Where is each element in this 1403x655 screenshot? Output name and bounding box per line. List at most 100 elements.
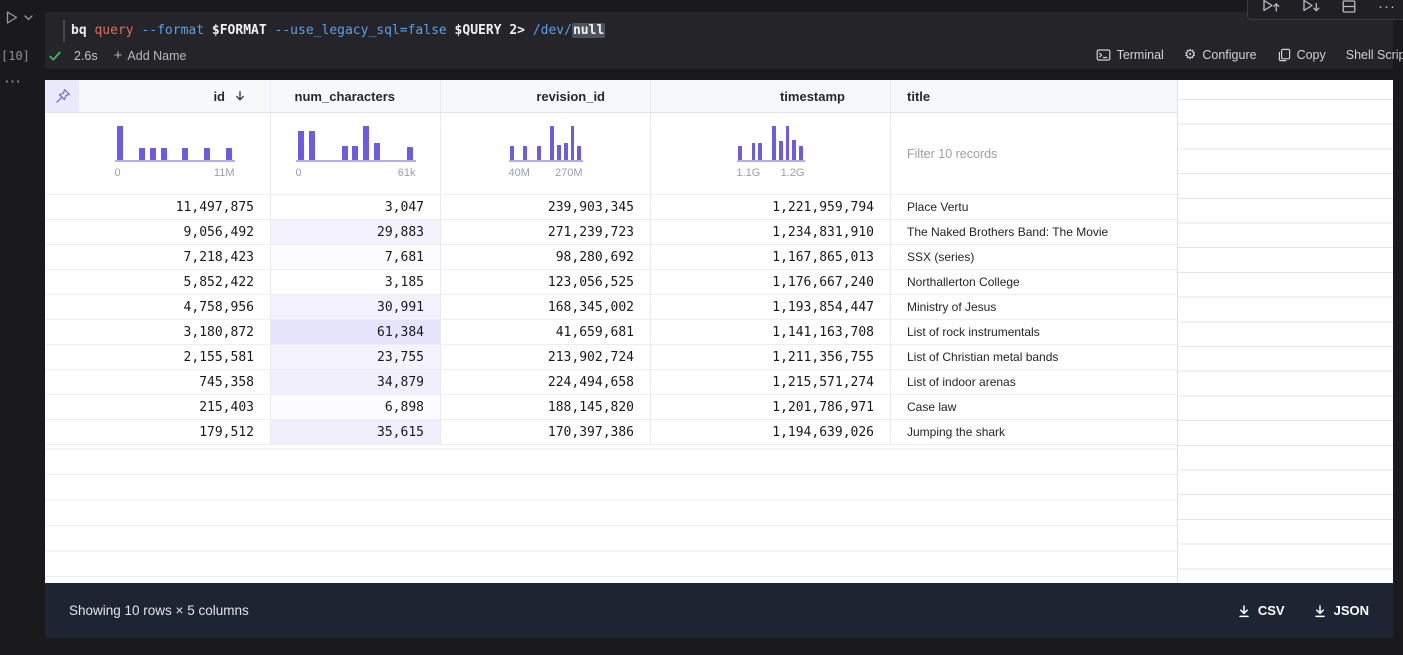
- cell-title: List of indoor arenas: [907, 375, 1016, 389]
- histogram-num_characters[interactable]: 0 61k: [295, 126, 416, 179]
- command-token: --use_legacy_sql=false: [274, 23, 455, 38]
- table-row[interactable]: 4,758,956 30,991 168,345,002 1,193,854,447 M…: [45, 295, 1177, 320]
- histogram-timestamp[interactable]: 1.1G 1.2G: [736, 126, 805, 179]
- hist-max-label: 11M: [213, 167, 235, 179]
- results-table: id num_characters revision_id timestamp titl…: [45, 80, 1393, 583]
- table-row[interactable]: 745,358 34,879 224,494,658 1,215,571,274 Lis…: [45, 370, 1177, 395]
- cell-num_characters: 34,879: [271, 370, 441, 394]
- command-line[interactable]: bq query --format $FORMAT --use_legacy_s…: [71, 20, 606, 42]
- column-header-title[interactable]: title: [891, 80, 1177, 112]
- cell-revision_id: 123,056,525: [441, 270, 651, 294]
- add-name-button[interactable]: + Add Name: [113, 47, 187, 64]
- column-header-revision_id[interactable]: revision_id: [441, 80, 651, 112]
- cell-title: The Naked Brothers Band: The Movie: [907, 225, 1109, 239]
- cell-toolbar: ···: [1247, 0, 1403, 20]
- cell-num_characters: 7,681: [271, 245, 441, 269]
- column-label: revision_id: [536, 88, 605, 104]
- cell-title: Jumping the shark: [907, 425, 1006, 439]
- cell-id: 4,758,956: [79, 295, 271, 319]
- histogram-revision_id[interactable]: 40M 270M: [508, 126, 583, 179]
- summary-cell-title: [891, 113, 1177, 194]
- cell-num_characters: 23,755: [271, 345, 441, 369]
- cell-revision_id: 213,902,724: [441, 345, 651, 369]
- column-header-num_characters[interactable]: num_characters: [271, 80, 441, 112]
- cell-id: 11,497,875: [79, 195, 271, 219]
- download-buttons: CSV JSON: [1237, 603, 1369, 618]
- summary-cell-revision_id: 40M 270M: [441, 113, 651, 194]
- cell-num_characters: 29,883: [271, 220, 441, 244]
- cell-id: 9,056,492: [79, 220, 271, 244]
- histogram-id[interactable]: 0 11M: [114, 126, 235, 179]
- row-count-summary: Showing 10 rows × 5 columns: [69, 603, 249, 618]
- configure-button[interactable]: ⚙ Configure: [1183, 46, 1257, 62]
- cell-timestamp: 1,167,865,013: [651, 245, 891, 269]
- table-row[interactable]: 3,180,872 61,384 41,659,681 1,141,163,708 Li…: [45, 320, 1177, 345]
- summary-cell-timestamp: 1.1G 1.2G: [651, 113, 891, 194]
- hist-max-label: 1.2G: [780, 167, 805, 179]
- table-row[interactable]: 179,512 35,615 170,397,386 1,194,639,026 Jum…: [45, 420, 1177, 445]
- command-token: --format: [141, 23, 212, 38]
- cell-revision_id: 98,280,692: [441, 245, 651, 269]
- cell-title: List of rock instrumentals: [907, 325, 1040, 339]
- cell-timestamp: 1,194,639,026: [651, 420, 891, 444]
- terminal-button[interactable]: Terminal: [1096, 48, 1164, 62]
- summary-cell-num_characters: 0 61k: [271, 113, 441, 194]
- command-token: $FORMAT: [211, 23, 275, 38]
- shell-script-button[interactable]: Shell Script: [1345, 47, 1403, 62]
- cell-num_characters: 35,615: [271, 420, 441, 444]
- command-token: bq: [71, 23, 95, 38]
- title-filter-input[interactable]: [907, 146, 1137, 161]
- pin-cell: [45, 370, 79, 394]
- cell-num_characters: 6,898: [271, 395, 441, 419]
- table-row[interactable]: 215,403 6,898 188,145,820 1,201,786,971 Case…: [45, 395, 1177, 420]
- download-icon: [1313, 604, 1327, 618]
- download-csv-button[interactable]: CSV: [1237, 603, 1285, 618]
- cell-title: Ministry of Jesus: [907, 300, 997, 314]
- cell-num_characters: 3,047: [271, 195, 441, 219]
- column-label: title: [907, 88, 931, 104]
- cell-id: 179,512: [79, 420, 271, 444]
- table-row[interactable]: 5,852,422 3,185 123,056,525 1,176,667,240 No…: [45, 270, 1177, 295]
- pin-cell: [45, 320, 79, 344]
- table-row[interactable]: 11,497,875 3,047 239,903,345 1,221,959,794 P…: [45, 195, 1177, 220]
- cell-id: 2,155,581: [79, 345, 271, 369]
- summary-cell-id: 0 11M: [79, 113, 271, 194]
- table-body: 11,497,875 3,047 239,903,345 1,221,959,794 P…: [45, 195, 1393, 445]
- pin-cell: [45, 270, 79, 294]
- cell-id: 5,852,422: [79, 270, 271, 294]
- cell-title: Northallerton College: [907, 275, 1020, 289]
- more-icon[interactable]: ···: [1378, 0, 1396, 15]
- copy-button[interactable]: Copy: [1277, 48, 1326, 62]
- more-icon[interactable]: ⋯: [4, 72, 22, 91]
- command-token: query: [94, 23, 142, 38]
- download-json-button[interactable]: JSON: [1313, 603, 1369, 618]
- cell-revision_id: 168,345,002: [441, 295, 651, 319]
- split-cell-icon[interactable]: [1341, 0, 1357, 14]
- pin-cell: [45, 345, 79, 369]
- table-row[interactable]: 7,218,423 7,681 98,280,692 1,167,865,013 SSX…: [45, 245, 1177, 270]
- pin-cell: [45, 295, 79, 319]
- table-summary-row: 0 11M 0 61k 40M 270M 1.1G 1.2G: [45, 113, 1177, 195]
- play-icon: [5, 10, 19, 25]
- cell-revision_id: 41,659,681: [441, 320, 651, 344]
- pin-column-header[interactable]: [45, 80, 79, 112]
- indent-guide: [63, 20, 65, 42]
- cell-num_characters: 30,991: [271, 295, 441, 319]
- run-cell-button[interactable]: [5, 10, 33, 25]
- table-row[interactable]: 2,155,581 23,755 213,902,724 1,211,356,755 L…: [45, 345, 1177, 370]
- run-all-above-icon[interactable]: [1261, 0, 1280, 14]
- cell-timestamp: 1,211,356,755: [651, 345, 891, 369]
- column-header-id[interactable]: id: [79, 80, 271, 112]
- pin-cell: [45, 195, 79, 219]
- cell-timestamp: 1,221,959,794: [651, 195, 891, 219]
- cell-num_characters: 3,185: [271, 270, 441, 294]
- run-all-below-icon[interactable]: [1301, 0, 1320, 14]
- plus-icon: +: [113, 47, 123, 64]
- cell-id: 7,218,423: [79, 245, 271, 269]
- command-token: $QUERY: [454, 23, 510, 38]
- column-header-timestamp[interactable]: timestamp: [651, 80, 891, 112]
- cell-id: 3,180,872: [79, 320, 271, 344]
- command-token: 2>: [509, 23, 533, 38]
- table-row[interactable]: 9,056,492 29,883 271,239,723 1,234,831,910 T…: [45, 220, 1177, 245]
